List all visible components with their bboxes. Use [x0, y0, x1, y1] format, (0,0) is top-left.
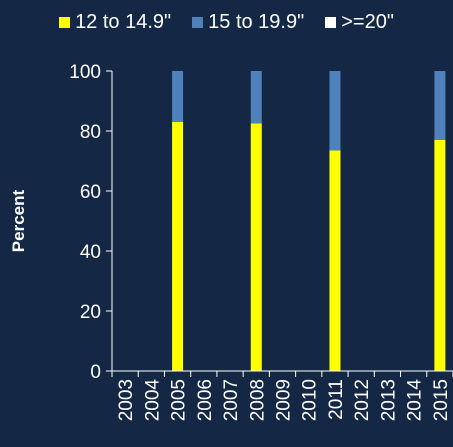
x-tick-label-2010: 2010 [300, 379, 321, 421]
legend-swatch-series-2 [192, 16, 204, 28]
legend-item-series-2: 15 to 19.9" [192, 11, 304, 34]
bar-2008-series-2 [250, 71, 262, 124]
legend-swatch-series-3 [325, 16, 337, 28]
y-tick-label-100: 100 [69, 62, 101, 83]
axes: 0 20 40 60 80 100 2003 2004 2005 2006 2007 2008 2009… [69, 62, 453, 421]
y-axis-title: Percent [9, 189, 28, 252]
bar-2011-series-1 [329, 150, 341, 371]
x-tick-label-2014: 2014 [405, 379, 426, 422]
x-tick-label-2015: 2015 [431, 379, 452, 421]
plot-area [172, 71, 446, 371]
x-tick-label-2007: 2007 [221, 379, 242, 421]
bar-2011-series-2 [329, 71, 341, 151]
legend-item-series-1: 12 to 14.9" [59, 11, 171, 34]
legend-label-series-3: >=20" [341, 10, 394, 33]
bar-2008-series-1 [250, 123, 262, 371]
legend-label-series-1: 12 to 14.9" [75, 10, 172, 33]
legend-item-series-3: >=20" [325, 11, 394, 34]
x-tick-label-2005: 2005 [169, 379, 190, 421]
legend-swatch-series-1 [59, 16, 71, 28]
legend-label-series-2: 15 to 19.9" [208, 10, 305, 33]
x-tick-label-2008: 2008 [247, 379, 268, 421]
x-tick-label-2013: 2013 [378, 379, 399, 421]
chart-legend: 12 to 14.9" 15 to 19.9" >=20" [0, 8, 453, 36]
y-tick-label-80: 80 [80, 122, 101, 143]
y-tick-label-40: 40 [80, 242, 101, 263]
y-tick-label-20: 20 [80, 302, 101, 323]
y-tick-label-0: 0 [90, 362, 101, 383]
bar-2005-series-1 [172, 122, 184, 371]
x-tick-label-2004: 2004 [142, 379, 163, 422]
x-tick-label-2009: 2009 [274, 379, 295, 421]
bar-2015-series-2 [434, 71, 446, 140]
y-tick-label-60: 60 [80, 182, 101, 203]
bar-2015-series-1 [434, 140, 446, 371]
bar-2005-series-2 [172, 71, 184, 122]
x-tick-label-2011: 2011 [326, 379, 347, 420]
x-tick-label-2006: 2006 [195, 379, 216, 421]
x-tick-label-2012: 2012 [352, 379, 373, 421]
x-tick-label-2003: 2003 [116, 379, 137, 421]
